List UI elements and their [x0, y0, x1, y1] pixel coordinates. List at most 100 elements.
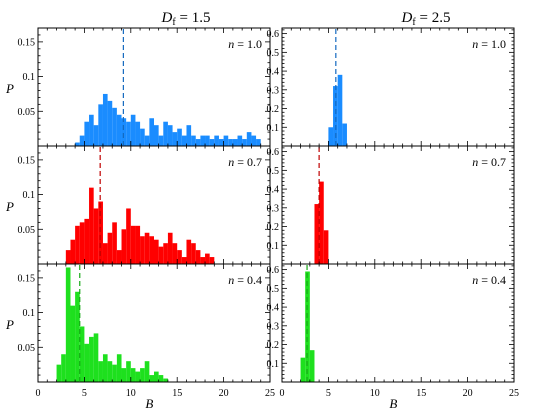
histogram-bar	[126, 121, 131, 146]
histogram-bar	[144, 135, 150, 146]
histogram-bar	[116, 354, 122, 382]
y-axis-label: P	[5, 81, 14, 96]
histogram-bar	[107, 232, 113, 264]
histogram-bar	[191, 243, 196, 264]
histogram-bar	[309, 350, 315, 382]
panel-0-2: 0.05 0.1 0.15 n = 0.4 P 0 5 10 15 20 25 B	[5, 263, 275, 411]
histogram-bar	[172, 132, 178, 146]
histogram-bar	[237, 135, 243, 146]
histogram-bar	[209, 139, 215, 146]
panel-annotation: n = 1.0	[228, 37, 262, 51]
histogram-bar	[84, 343, 90, 382]
histogram-bar	[223, 135, 229, 146]
histogram-bar	[158, 135, 164, 146]
x-axis-label: B	[145, 396, 153, 411]
histogram-bar	[102, 354, 108, 382]
histogram-bar	[121, 118, 127, 146]
panel-annotation: n = 0.7	[228, 155, 262, 169]
histogram-bar	[75, 291, 80, 382]
histogram-bar	[126, 361, 131, 382]
histogram-bar	[89, 187, 94, 264]
y-tick-label: 0.5	[267, 48, 280, 59]
histogram-bar	[140, 368, 145, 382]
histogram-bar	[205, 253, 210, 264]
histogram-bar	[323, 230, 329, 264]
histogram-bar	[126, 208, 131, 264]
histogram-bar	[149, 375, 154, 382]
y-tick-label: 0.4	[267, 303, 280, 314]
histogram-bar	[149, 118, 154, 146]
y-tick-label: 0.2	[267, 340, 280, 351]
y-tick-label: 0.05	[18, 225, 36, 236]
panel-frame	[37, 263, 271, 383]
y-tick-label: 0.6	[267, 265, 280, 276]
x-tick-label: 10	[126, 388, 136, 399]
histogram-bar	[251, 135, 257, 146]
column-title-right: Df = 2.5	[401, 10, 451, 28]
histogram-bar	[209, 257, 215, 264]
histogram-bar	[167, 125, 173, 146]
histogram-bar	[319, 181, 324, 264]
histogram-bar	[214, 135, 219, 146]
y-tick-label: 0.1	[23, 72, 36, 83]
y-tick-label: 0.1	[23, 308, 36, 319]
histogram-bar	[163, 121, 168, 146]
x-tick-label: 20	[463, 388, 473, 399]
y-axis-label: P	[5, 317, 14, 332]
histogram-bar	[121, 229, 127, 264]
histogram-bar	[328, 127, 334, 146]
panel-annotation: n = 0.4	[228, 273, 262, 287]
column-title-left: Df = 1.5	[161, 10, 211, 28]
histogram-bar	[107, 361, 113, 382]
histogram-bar	[314, 204, 320, 264]
panel-annotation: n = 0.4	[472, 273, 506, 287]
histogram-bar	[135, 121, 141, 146]
histogram-bar	[140, 128, 145, 146]
histogram-bar	[75, 142, 80, 146]
histogram-bar	[56, 364, 62, 382]
histogram-bar	[65, 250, 71, 264]
y-tick-label: 0.1	[267, 241, 280, 252]
histogram-bar	[205, 135, 210, 146]
x-tick-label: 10	[370, 388, 380, 399]
histogram-bar	[186, 125, 192, 146]
histogram-bar	[84, 121, 90, 146]
y-tick-label: 0.1	[267, 359, 280, 370]
histogram-bar	[163, 378, 168, 382]
histogram-bar	[89, 114, 94, 146]
histogram-bar	[121, 368, 127, 382]
histogram-bar	[102, 243, 108, 264]
histogram-bar	[158, 246, 164, 264]
histogram-bar	[300, 357, 306, 382]
histogram-bar	[158, 375, 164, 382]
y-axis-label: P	[5, 199, 14, 214]
x-axis-label: B	[389, 396, 397, 411]
histogram-bar	[89, 336, 94, 382]
histogram-bar	[112, 222, 117, 264]
x-tick-label: 25	[265, 388, 275, 399]
histogram-bar	[144, 232, 150, 264]
x-tick-label: 25	[509, 388, 519, 399]
panel-1-2: 0.1 0.2 0.3 0.4 0.5 0.6 n = 0.4 0 5 10 15 20 25 B	[267, 263, 519, 411]
histogram-bar	[228, 139, 233, 146]
histogram-bar	[333, 86, 338, 146]
histogram-bar	[102, 93, 108, 146]
panel-1-0: 0.1 0.2 0.3 0.4 0.5 0.6 n = 1.0	[267, 27, 515, 147]
x-tick-label: 20	[219, 388, 229, 399]
histogram-bar	[200, 135, 206, 146]
histogram-bar	[112, 364, 117, 382]
y-tick-label: 0.05	[18, 107, 36, 118]
x-tick-label: 0	[36, 388, 41, 399]
histogram-bar	[163, 243, 168, 264]
histogram-bar	[130, 368, 136, 382]
histogram-bar	[70, 305, 76, 382]
histogram-bar	[93, 208, 99, 264]
histogram-bar	[65, 267, 71, 382]
y-tick-label: 0.4	[267, 67, 280, 78]
histogram-bar	[181, 257, 187, 264]
histogram-bar	[232, 139, 238, 146]
y-tick-label: 0.15	[18, 155, 36, 166]
histogram-bar	[107, 100, 113, 146]
histogram-bar	[246, 132, 252, 146]
y-tick-label: 0.3	[267, 85, 280, 96]
